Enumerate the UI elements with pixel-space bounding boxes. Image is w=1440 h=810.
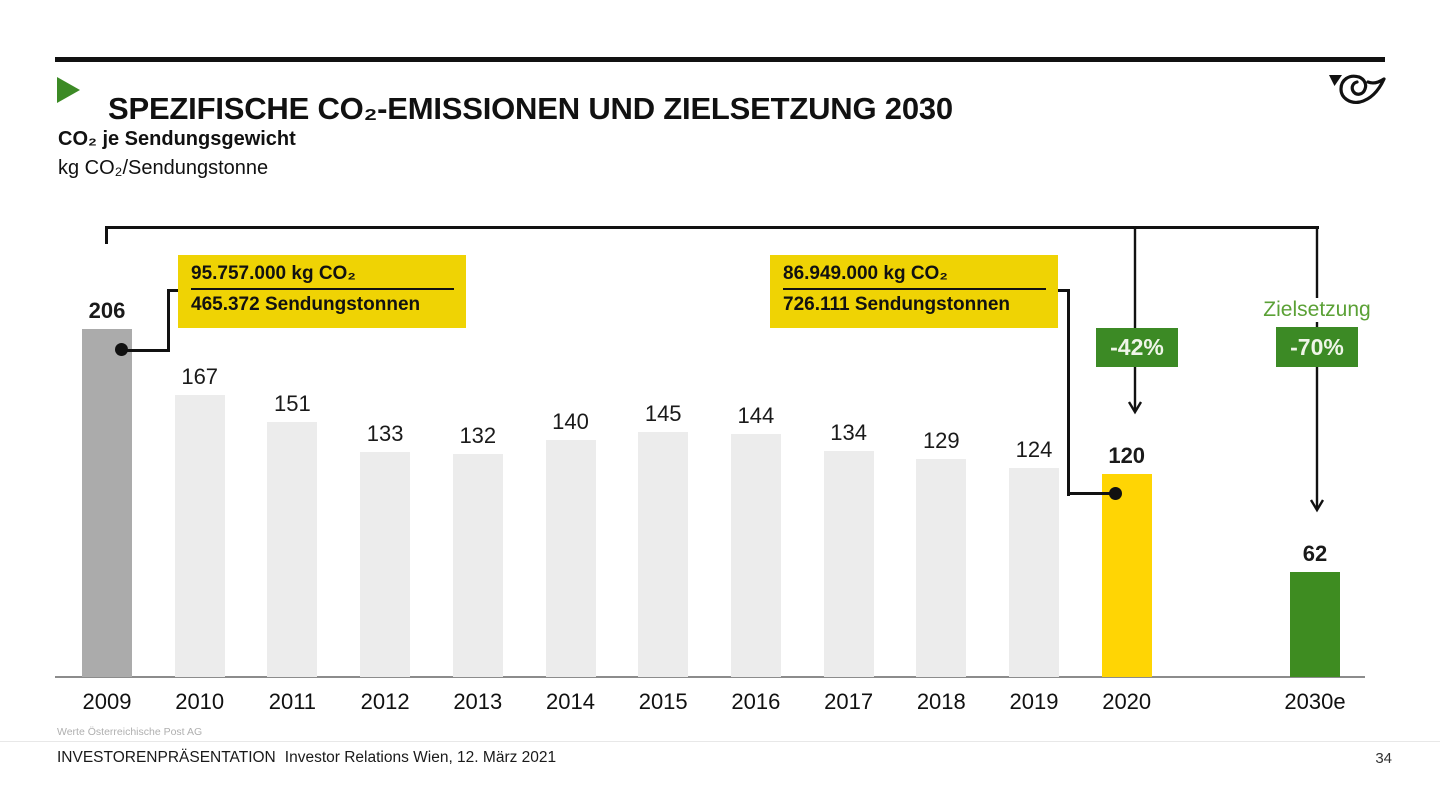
bar-value-2018: 129 xyxy=(922,428,960,453)
bar-2017 xyxy=(823,451,874,677)
header-rule xyxy=(55,57,1385,62)
axis-label-2019: 2019 xyxy=(1009,689,1059,714)
bar-2011 xyxy=(267,422,318,677)
connector-dot-2009 xyxy=(115,343,128,356)
connector-right xyxy=(1067,492,1119,495)
page-title: SPEZIFISCHE CO₂-EMISSIONEN UND ZIELSETZU… xyxy=(108,90,953,126)
callout-2020: 86.949.000 kg CO₂ 726.111 Sendungstonnen xyxy=(770,255,1058,328)
connector-left xyxy=(167,289,179,292)
axis-label-2012: 2012 xyxy=(360,689,410,714)
title-bullet-triangle-icon xyxy=(57,77,80,103)
connector-dot-2020 xyxy=(1109,487,1122,500)
callout-2009: 95.757.000 kg CO₂ 465.372 Sendungstonnen xyxy=(178,255,466,328)
bar-value-2012: 133 xyxy=(366,421,404,446)
callout-2009-denominator: 465.372 Sendungstonnen xyxy=(191,294,421,315)
arrow-down-70-icon xyxy=(1309,226,1325,513)
presentation-label: INVESTORENPRÄSENTATION xyxy=(57,749,276,766)
bar-2012 xyxy=(360,452,411,677)
bar-2019 xyxy=(1009,468,1059,677)
austrian-post-horn-logo-icon xyxy=(1326,68,1390,117)
footer-divider xyxy=(0,741,1440,742)
x-axis-line xyxy=(55,676,1365,678)
bar-value-2011: 151 xyxy=(274,391,311,416)
bar-2014 xyxy=(545,440,596,677)
axis-label-2011: 2011 xyxy=(268,689,317,714)
axis-label-2009: 2009 xyxy=(82,689,132,714)
axis-label-2017: 2017 xyxy=(824,689,874,714)
reduction-badge-70: -70% xyxy=(1276,327,1358,367)
axis-label-2013: 2013 xyxy=(453,689,503,714)
axis-label-2010: 2010 xyxy=(175,689,225,714)
arrow-down-42-icon xyxy=(1127,226,1143,415)
chart-title: CO₂ je Sendungsgewicht xyxy=(58,128,296,150)
bar-value-2030e: 62 xyxy=(1302,541,1328,566)
bar-2030e xyxy=(1290,572,1340,677)
connector-right xyxy=(1067,289,1070,496)
connector-left xyxy=(121,349,170,352)
bar-2009 xyxy=(82,329,132,677)
bar-value-2017: 134 xyxy=(830,420,867,445)
connector-left xyxy=(167,289,170,352)
bar-2015 xyxy=(638,432,689,677)
axis-label-2030e: 2030e xyxy=(1284,689,1346,714)
callout-2020-numerator: 86.949.000 kg CO₂ xyxy=(783,263,948,284)
reduction-badge-42: -42% xyxy=(1096,328,1178,367)
bar-value-2020: 120 xyxy=(1108,443,1146,468)
axis-label-2020: 2020 xyxy=(1102,689,1152,714)
fraction-bar xyxy=(783,288,1046,290)
bar-2018 xyxy=(916,459,967,677)
callout-2009-numerator: 95.757.000 kg CO₂ xyxy=(191,263,356,284)
chart-unit-label: kg CO₂/Sendungstonne xyxy=(58,157,269,179)
footer-text: INVESTORENPRÄSENTATION Investor Relations… xyxy=(57,749,556,767)
bar-value-2015: 145 xyxy=(644,401,682,426)
bar-2016 xyxy=(730,434,781,677)
fraction-bar xyxy=(191,288,454,290)
axis-label-2014: 2014 xyxy=(546,689,595,714)
bar-value-2013: 132 xyxy=(459,423,497,448)
axis-label-2018: 2018 xyxy=(916,689,966,714)
bar-2020 xyxy=(1101,474,1152,677)
axis-label-2016: 2016 xyxy=(731,689,781,714)
target-caption: Zielsetzung xyxy=(1248,298,1386,322)
page-number: 34 xyxy=(1375,750,1392,767)
connector-right xyxy=(1056,289,1070,292)
bar-value-2009: 206 xyxy=(88,298,126,323)
bar-value-2016: 144 xyxy=(737,403,775,428)
bar-2010 xyxy=(174,395,225,677)
callout-2020-denominator: 726.111 Sendungstonnen xyxy=(783,294,1011,315)
bar-value-2019: 124 xyxy=(1015,437,1053,462)
bracket-line xyxy=(105,226,1319,229)
bar-value-2014: 140 xyxy=(552,409,589,434)
axis-label-2015: 2015 xyxy=(638,689,688,714)
bar-value-2010: 167 xyxy=(181,364,219,389)
event-details: Investor Relations Wien, 12. März 2021 xyxy=(284,749,557,766)
source-note: Werte Österreichische Post AG xyxy=(57,726,203,738)
bar-2013 xyxy=(452,454,503,677)
bracket-left-tick xyxy=(105,226,108,244)
